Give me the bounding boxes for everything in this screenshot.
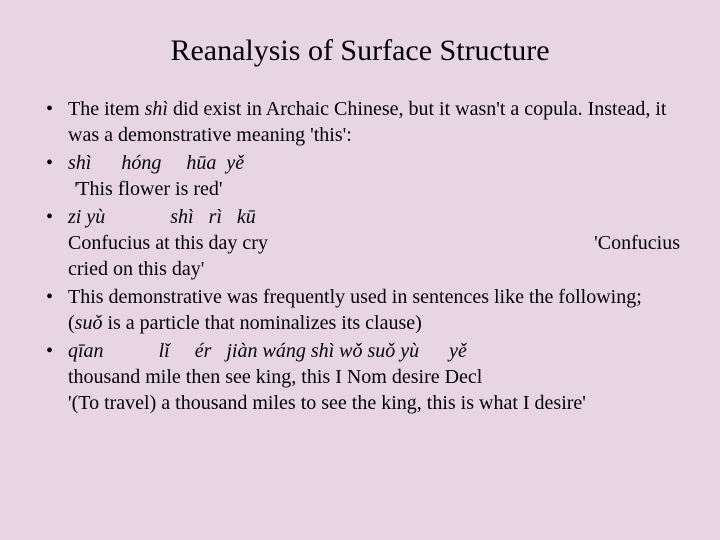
b2-w1: shì [68, 152, 91, 174]
b3-line3: cried on this day' [68, 256, 680, 282]
b5-w3: ér [195, 340, 212, 362]
b2-w2: hóng [121, 152, 161, 174]
b2-line2: 'This flower is red' [68, 176, 680, 202]
bullet-3: zi yù shì rì kū Confucius at this day cr… [68, 204, 680, 282]
bullet-5: qīan lǐ ér jiàn wáng shì wǒ suǒ yù yě th… [68, 338, 680, 416]
page-title: Reanalysis of Surface Structure [40, 34, 680, 68]
b2-w4: yě [226, 152, 244, 174]
b3-w2: shì [170, 206, 193, 228]
b4-ital: suǒ [75, 312, 103, 334]
b5-w1: qīan [68, 340, 104, 362]
b2-w3: hūa [186, 152, 216, 174]
b3-gloss-right: 'Confucius [594, 230, 680, 256]
bullet-2: shì hóng hūa yě 'This flower is red' [68, 150, 680, 202]
b5-trans: '(To travel) a thousand miles to see the… [68, 390, 680, 416]
b5-gloss: thousand mile then see king, this I Nom … [68, 364, 680, 390]
b3-w4: kū [237, 206, 256, 228]
b2-trans: This flower is red' [77, 178, 222, 200]
b4-post: is a particle that nominalizes its claus… [102, 312, 421, 334]
b3-w1: zi yù [68, 206, 105, 228]
b5-w5: shì wǒ suǒ yù [311, 340, 419, 362]
b5-w6: yě [449, 340, 467, 362]
b3-gloss-left: Confucius at this day cry [68, 230, 268, 256]
bullet-4: This demonstrative was frequently used i… [68, 284, 680, 336]
b1-ital: shì [145, 98, 168, 120]
b1-pre: The item [68, 98, 145, 120]
b3-gloss-row: Confucius at this day cry 'Confucius [68, 230, 680, 256]
b5-w2: lǐ [159, 340, 170, 362]
b5-w4: jiàn wáng [226, 340, 305, 362]
bullet-list: The item shì did exist in Archaic Chines… [40, 96, 680, 416]
b3-w3: rì [209, 206, 222, 228]
bullet-1: The item shì did exist in Archaic Chines… [68, 96, 680, 148]
